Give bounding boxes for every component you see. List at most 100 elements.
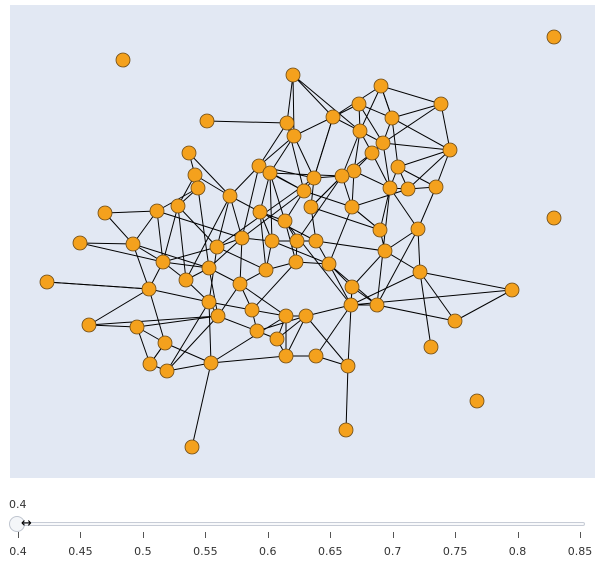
- graph-node[interactable]: [288, 254, 304, 270]
- graph-node[interactable]: [201, 260, 217, 276]
- graph-node[interactable]: [232, 276, 248, 292]
- graph-edge: [315, 240, 386, 252]
- graph-node[interactable]: [97, 205, 113, 221]
- slider-tick-label: 0.7: [383, 545, 402, 558]
- graph-node[interactable]: [298, 308, 314, 324]
- graph-edge: [328, 206, 353, 265]
- graph-node[interactable]: [384, 110, 400, 126]
- graph-node[interactable]: [289, 233, 305, 249]
- graph-edge: [162, 246, 218, 263]
- graph-node[interactable]: [321, 256, 337, 272]
- graph-node[interactable]: [325, 109, 341, 125]
- graph-node[interactable]: [178, 272, 194, 288]
- graph-edge: [391, 117, 451, 151]
- graph-node[interactable]: [264, 233, 280, 249]
- graph-node[interactable]: [157, 335, 173, 351]
- graph-node[interactable]: [410, 221, 426, 237]
- graph-node[interactable]: [252, 204, 268, 220]
- graph-node[interactable]: [222, 188, 238, 204]
- graph-node[interactable]: [278, 348, 294, 364]
- graph-node[interactable]: [296, 183, 312, 199]
- graph-node[interactable]: [199, 113, 215, 129]
- graph-node[interactable]: [344, 279, 360, 295]
- graph-node[interactable]: [546, 29, 562, 45]
- graph-node[interactable]: [181, 145, 197, 161]
- graph-node[interactable]: [351, 96, 367, 112]
- graph-node[interactable]: [373, 78, 389, 94]
- graph-node[interactable]: [277, 213, 293, 229]
- graph-node[interactable]: [81, 317, 97, 333]
- graph-node[interactable]: [184, 439, 200, 455]
- slider-tick-label: 0.4: [9, 545, 27, 558]
- graph-edge: [164, 342, 212, 364]
- graph-node[interactable]: [129, 319, 145, 335]
- graph-node[interactable]: [201, 294, 217, 310]
- graph-node[interactable]: [125, 236, 141, 252]
- resize-horizontal-icon: ↔: [21, 516, 32, 531]
- graph-edge: [305, 315, 349, 367]
- graph-node[interactable]: [364, 145, 380, 161]
- graph-node[interactable]: [375, 135, 391, 151]
- graph-node[interactable]: [306, 170, 322, 186]
- graph-node[interactable]: [308, 233, 324, 249]
- graph-node[interactable]: [278, 308, 294, 324]
- graph-node[interactable]: [279, 115, 295, 131]
- graph-node[interactable]: [155, 254, 171, 270]
- graph-node[interactable]: [210, 308, 226, 324]
- slider-handle[interactable]: [9, 516, 25, 532]
- graph-node[interactable]: [249, 323, 265, 339]
- graph-node[interactable]: [343, 297, 359, 313]
- graph-node[interactable]: [234, 230, 250, 246]
- graph-edge: [132, 243, 150, 290]
- graph-node[interactable]: [338, 422, 354, 438]
- slider-tick-label: 0.65: [317, 545, 343, 558]
- graph-edge: [208, 267, 219, 317]
- graph-node[interactable]: [469, 393, 485, 409]
- graph-node[interactable]: [369, 297, 385, 313]
- graph-node[interactable]: [400, 181, 416, 197]
- graph-node[interactable]: [382, 180, 398, 196]
- graph-node[interactable]: [244, 302, 260, 318]
- graph-node[interactable]: [170, 198, 186, 214]
- graph-node[interactable]: [39, 274, 55, 290]
- graph-node[interactable]: [190, 180, 206, 196]
- graph-node[interactable]: [72, 235, 88, 251]
- graph-node[interactable]: [258, 262, 274, 278]
- graph-node[interactable]: [159, 363, 175, 379]
- graph-node[interactable]: [269, 331, 285, 347]
- graph-node[interactable]: [142, 356, 158, 372]
- graph-edge: [345, 365, 349, 431]
- graph-edge: [239, 237, 243, 285]
- graph-node[interactable]: [546, 210, 562, 226]
- graph-node[interactable]: [286, 128, 302, 144]
- graph-node[interactable]: [334, 168, 350, 184]
- graph-node[interactable]: [303, 199, 319, 215]
- graph-node[interactable]: [344, 199, 360, 215]
- graph-node[interactable]: [251, 158, 267, 174]
- graph-node[interactable]: [149, 203, 165, 219]
- graph-node[interactable]: [423, 339, 439, 355]
- graph-node[interactable]: [340, 358, 356, 374]
- slider-rail[interactable]: [15, 522, 585, 526]
- graph-node[interactable]: [187, 167, 203, 183]
- graph-node[interactable]: [115, 52, 131, 68]
- graph-node[interactable]: [428, 179, 444, 195]
- graph-node[interactable]: [412, 264, 428, 280]
- graph-node[interactable]: [141, 281, 157, 297]
- graph-node[interactable]: [372, 222, 388, 238]
- graph-node[interactable]: [203, 355, 219, 371]
- graph-node[interactable]: [390, 159, 406, 175]
- graph-node[interactable]: [262, 165, 278, 181]
- graph-node[interactable]: [352, 123, 368, 139]
- graph-node[interactable]: [209, 239, 225, 255]
- graph-node[interactable]: [433, 96, 449, 112]
- graph-node[interactable]: [447, 313, 463, 329]
- graph-node[interactable]: [442, 142, 458, 158]
- graph-edge: [188, 152, 231, 197]
- graph-node[interactable]: [504, 282, 520, 298]
- graph-edge: [328, 263, 352, 306]
- graph-node[interactable]: [377, 243, 393, 259]
- graph-edge: [440, 103, 451, 151]
- graph-node[interactable]: [285, 67, 301, 83]
- graph-node[interactable]: [308, 348, 324, 364]
